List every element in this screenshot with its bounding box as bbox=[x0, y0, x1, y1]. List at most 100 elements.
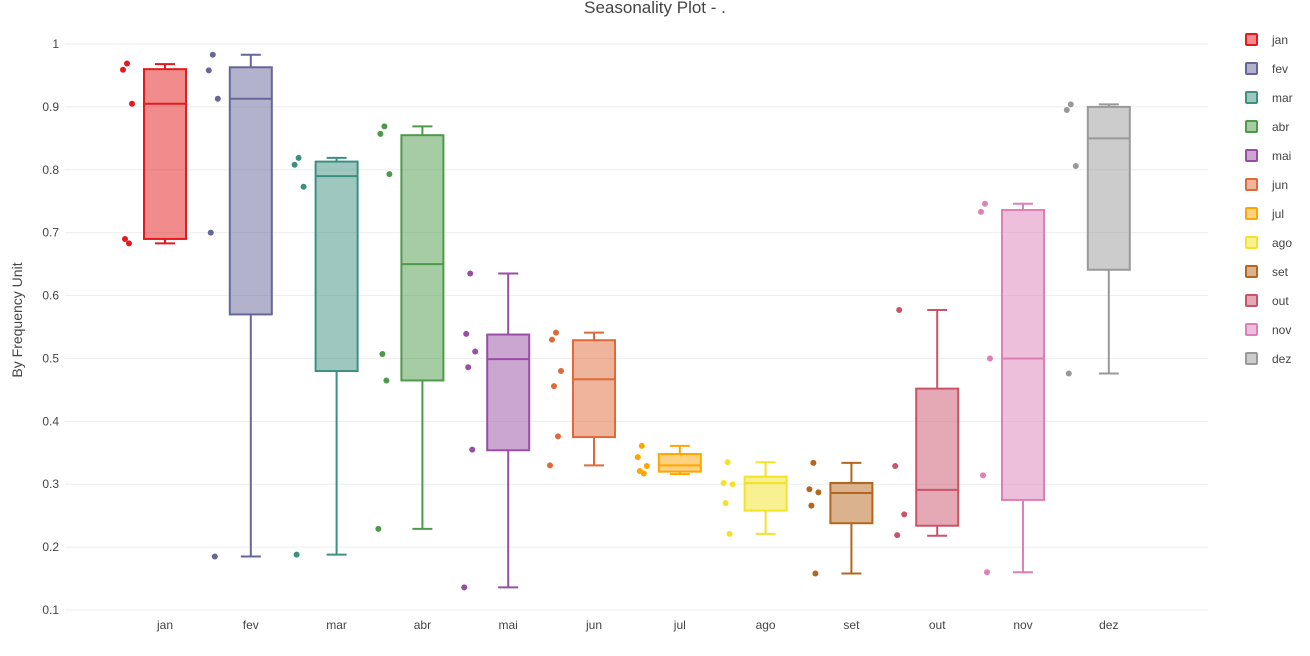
y-tick-label: 0.5 bbox=[42, 351, 59, 365]
legend-item-mar: mar bbox=[1245, 91, 1293, 105]
legend-label: dez bbox=[1272, 352, 1291, 366]
points-ago bbox=[720, 459, 736, 537]
points-fev bbox=[205, 51, 221, 560]
data-point bbox=[467, 270, 474, 277]
y-tick-label: 0.3 bbox=[42, 477, 59, 491]
data-point bbox=[469, 446, 476, 453]
data-point bbox=[806, 486, 813, 493]
points-abr bbox=[375, 123, 393, 532]
points-jan bbox=[120, 60, 135, 247]
points-jun bbox=[547, 329, 564, 469]
data-point bbox=[472, 348, 479, 355]
data-point bbox=[381, 123, 388, 130]
box-nov bbox=[1001, 202, 1045, 574]
data-point bbox=[980, 472, 986, 479]
data-point bbox=[815, 489, 822, 496]
legend-label: abr bbox=[1272, 120, 1289, 134]
legend-label: mai bbox=[1272, 149, 1291, 163]
y-tick-label: 0.7 bbox=[42, 226, 59, 240]
x-tick-label: jun bbox=[585, 618, 602, 632]
legend-swatch bbox=[1245, 120, 1258, 133]
data-point bbox=[720, 479, 727, 486]
legend-item-jan: jan bbox=[1245, 33, 1288, 47]
legend-swatch bbox=[1245, 207, 1258, 220]
box-rect bbox=[829, 481, 874, 525]
y-tick-label: 1 bbox=[52, 37, 59, 51]
data-point bbox=[1067, 101, 1074, 108]
data-point bbox=[214, 95, 221, 102]
box-abr bbox=[400, 125, 445, 530]
data-point bbox=[901, 511, 908, 518]
data-point bbox=[808, 502, 815, 509]
legend-item-set: set bbox=[1245, 265, 1289, 279]
x-tick-label: jan bbox=[156, 618, 173, 632]
legend-item-dez: dez bbox=[1245, 352, 1291, 366]
data-point bbox=[729, 481, 736, 488]
data-point bbox=[643, 462, 650, 469]
legend-swatch bbox=[1245, 323, 1258, 336]
data-point bbox=[129, 100, 135, 107]
legend-label: jun bbox=[1271, 178, 1288, 192]
points-mar bbox=[291, 154, 307, 558]
data-point bbox=[982, 200, 988, 207]
data-point bbox=[383, 377, 390, 384]
x-tick-label: jul bbox=[673, 618, 686, 632]
box-rect bbox=[572, 339, 616, 439]
data-point bbox=[209, 51, 216, 58]
points-out bbox=[892, 307, 908, 539]
data-point bbox=[896, 307, 903, 314]
legend-item-out: out bbox=[1245, 294, 1289, 308]
legend-label: jul bbox=[1271, 207, 1284, 221]
legend-swatch bbox=[1245, 149, 1258, 162]
data-point bbox=[1063, 107, 1070, 114]
data-point bbox=[726, 530, 733, 537]
data-point bbox=[634, 454, 641, 461]
data-point bbox=[547, 462, 553, 469]
x-tick-label: ago bbox=[756, 618, 776, 632]
points-jul bbox=[634, 442, 650, 477]
data-point bbox=[810, 459, 817, 466]
data-point bbox=[126, 240, 132, 247]
box-out bbox=[915, 309, 960, 537]
legend-item-abr: abr bbox=[1245, 120, 1289, 134]
box-jul bbox=[657, 444, 702, 476]
data-points bbox=[120, 51, 1079, 591]
data-point bbox=[984, 569, 990, 576]
legend-swatch bbox=[1245, 236, 1258, 249]
y-axis-label: By Frequency Unit bbox=[9, 262, 25, 377]
legend-item-ago: ago bbox=[1245, 236, 1292, 250]
data-point bbox=[558, 368, 564, 375]
box-rect bbox=[1001, 209, 1045, 501]
data-point bbox=[375, 525, 382, 532]
box-rect bbox=[486, 333, 531, 452]
data-point bbox=[300, 183, 307, 190]
legend-label: nov bbox=[1272, 323, 1291, 337]
box-rect bbox=[314, 160, 359, 373]
points-dez bbox=[1063, 101, 1079, 377]
data-point bbox=[549, 336, 555, 343]
x-tick-label: mai bbox=[499, 618, 518, 632]
legend-item-mai: mai bbox=[1245, 149, 1291, 163]
chart-title: Seasonality Plot - . bbox=[584, 0, 726, 17]
y-tick-label: 0.8 bbox=[42, 163, 59, 177]
data-point bbox=[295, 154, 302, 161]
box-plots bbox=[143, 53, 1131, 589]
legend-item-fev: fev bbox=[1245, 62, 1288, 76]
data-point bbox=[894, 532, 901, 539]
y-tick-label: 0.6 bbox=[42, 289, 59, 303]
data-point bbox=[461, 584, 468, 591]
legend-swatch bbox=[1245, 91, 1258, 104]
box-ago bbox=[743, 461, 788, 535]
data-point bbox=[122, 235, 128, 242]
data-point bbox=[638, 442, 645, 449]
legend: jan fev mar abr mai jun jul ago set out nov dez bbox=[1245, 33, 1293, 366]
data-point bbox=[553, 329, 559, 336]
x-tick-label: fev bbox=[243, 618, 259, 632]
box-rect bbox=[143, 68, 187, 240]
box-rect bbox=[743, 475, 788, 512]
data-point bbox=[555, 433, 561, 440]
box-jun bbox=[572, 331, 616, 467]
box-rect bbox=[400, 134, 445, 382]
legend-swatch bbox=[1245, 352, 1258, 365]
